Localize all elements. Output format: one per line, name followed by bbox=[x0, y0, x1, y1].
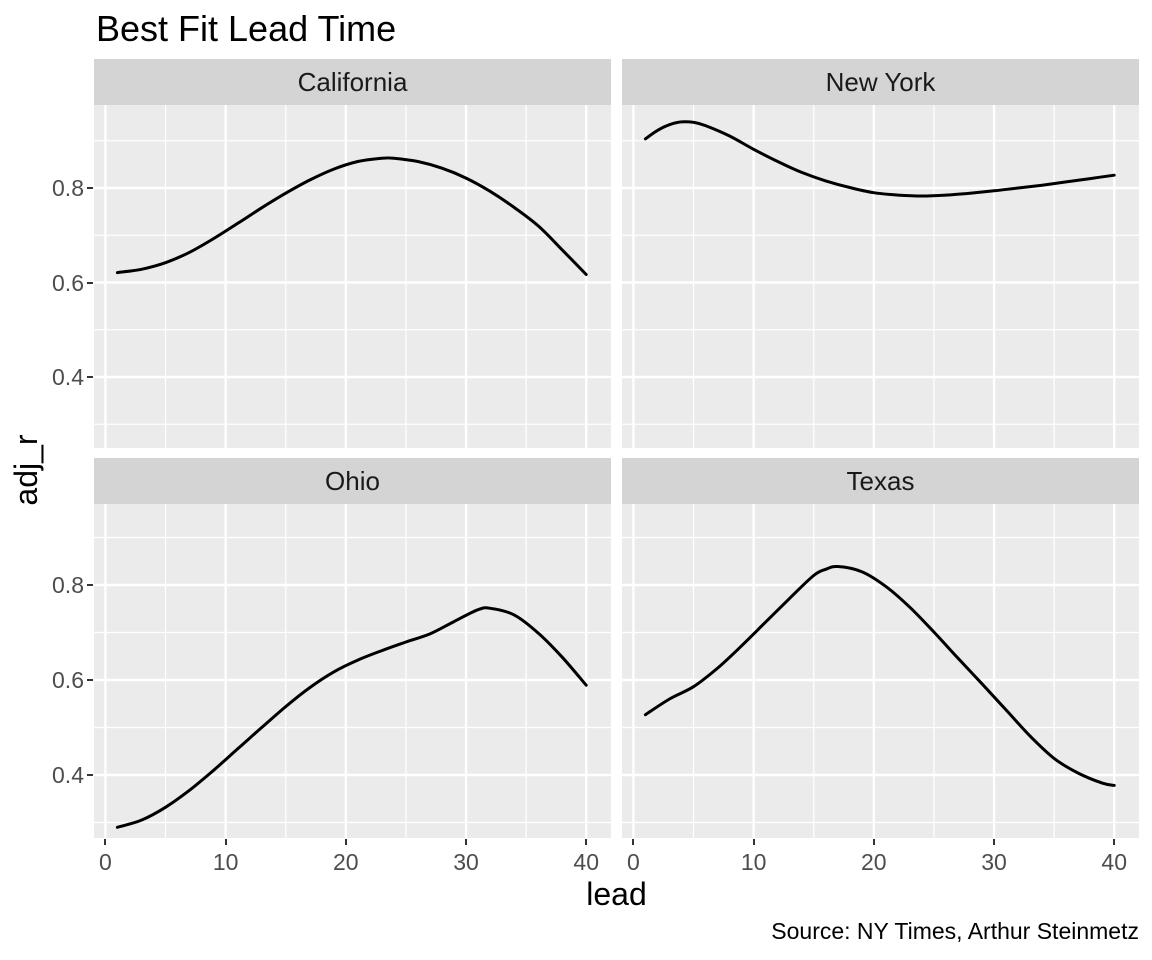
y-tick-label: 0.6 bbox=[52, 269, 84, 296]
chart-title: Best Fit Lead Time bbox=[96, 8, 397, 49]
panel-california bbox=[94, 105, 611, 448]
y-tick-mark bbox=[87, 679, 93, 681]
x-tick-mark bbox=[872, 839, 875, 845]
x-tick-label: 40 bbox=[1101, 849, 1128, 875]
x-tick-mark bbox=[752, 839, 755, 845]
y-tick-mark bbox=[87, 376, 93, 378]
facet-strip-texas: Texas bbox=[622, 458, 1139, 504]
x-tick-label: 20 bbox=[861, 849, 887, 875]
x-tick-mark bbox=[585, 839, 588, 845]
trend-line-new-york bbox=[643, 120, 1116, 198]
x-tick-mark bbox=[993, 839, 996, 845]
x-tick-label: 10 bbox=[740, 849, 767, 875]
y-tick-label: 0.8 bbox=[52, 175, 84, 201]
facet-strip-california: California bbox=[94, 59, 611, 105]
panel-background bbox=[622, 504, 1139, 838]
x-tick-label: 10 bbox=[212, 849, 239, 875]
x-tick-label: 0 bbox=[627, 849, 640, 875]
y-axis-title: adj_r bbox=[8, 434, 44, 506]
trend-line-california bbox=[115, 156, 588, 276]
y-tick-mark bbox=[87, 281, 93, 284]
y-tick-label: 0.6 bbox=[52, 667, 84, 693]
panel-background bbox=[94, 504, 611, 838]
caption: Source: NY Times, Arthur Steinmetz bbox=[771, 918, 1139, 944]
x-tick-label: 30 bbox=[453, 849, 479, 875]
panel-texas bbox=[622, 504, 1139, 838]
trend-line-texas bbox=[643, 564, 1116, 787]
y-tick-label: 0.8 bbox=[52, 572, 84, 598]
facet-strip-ohio: Ohio bbox=[94, 458, 611, 504]
panel-background bbox=[94, 105, 611, 448]
y-tick-label: 0.4 bbox=[52, 762, 84, 788]
x-axis-title: lead bbox=[586, 876, 647, 912]
x-tick-mark bbox=[104, 839, 107, 845]
x-tick-mark bbox=[344, 839, 347, 845]
x-tick-label: 40 bbox=[573, 849, 600, 875]
y-tick-mark bbox=[87, 774, 93, 776]
x-tick-label: 0 bbox=[99, 849, 112, 875]
x-tick-mark bbox=[224, 839, 227, 845]
x-tick-mark bbox=[632, 839, 635, 845]
panel-new-york bbox=[622, 105, 1139, 448]
facet-strip-new-york: New York bbox=[622, 59, 1139, 105]
y-tick-mark bbox=[87, 187, 93, 189]
x-tick-mark bbox=[465, 839, 468, 845]
y-tick-mark bbox=[87, 584, 93, 586]
x-tick-mark bbox=[1113, 839, 1116, 845]
panel-ohio bbox=[94, 504, 611, 838]
x-tick-label: 20 bbox=[333, 849, 359, 875]
trend-line-ohio bbox=[115, 606, 588, 829]
y-tick-label: 0.4 bbox=[52, 364, 84, 390]
x-tick-label: 30 bbox=[981, 849, 1007, 875]
panel-background bbox=[622, 105, 1139, 448]
